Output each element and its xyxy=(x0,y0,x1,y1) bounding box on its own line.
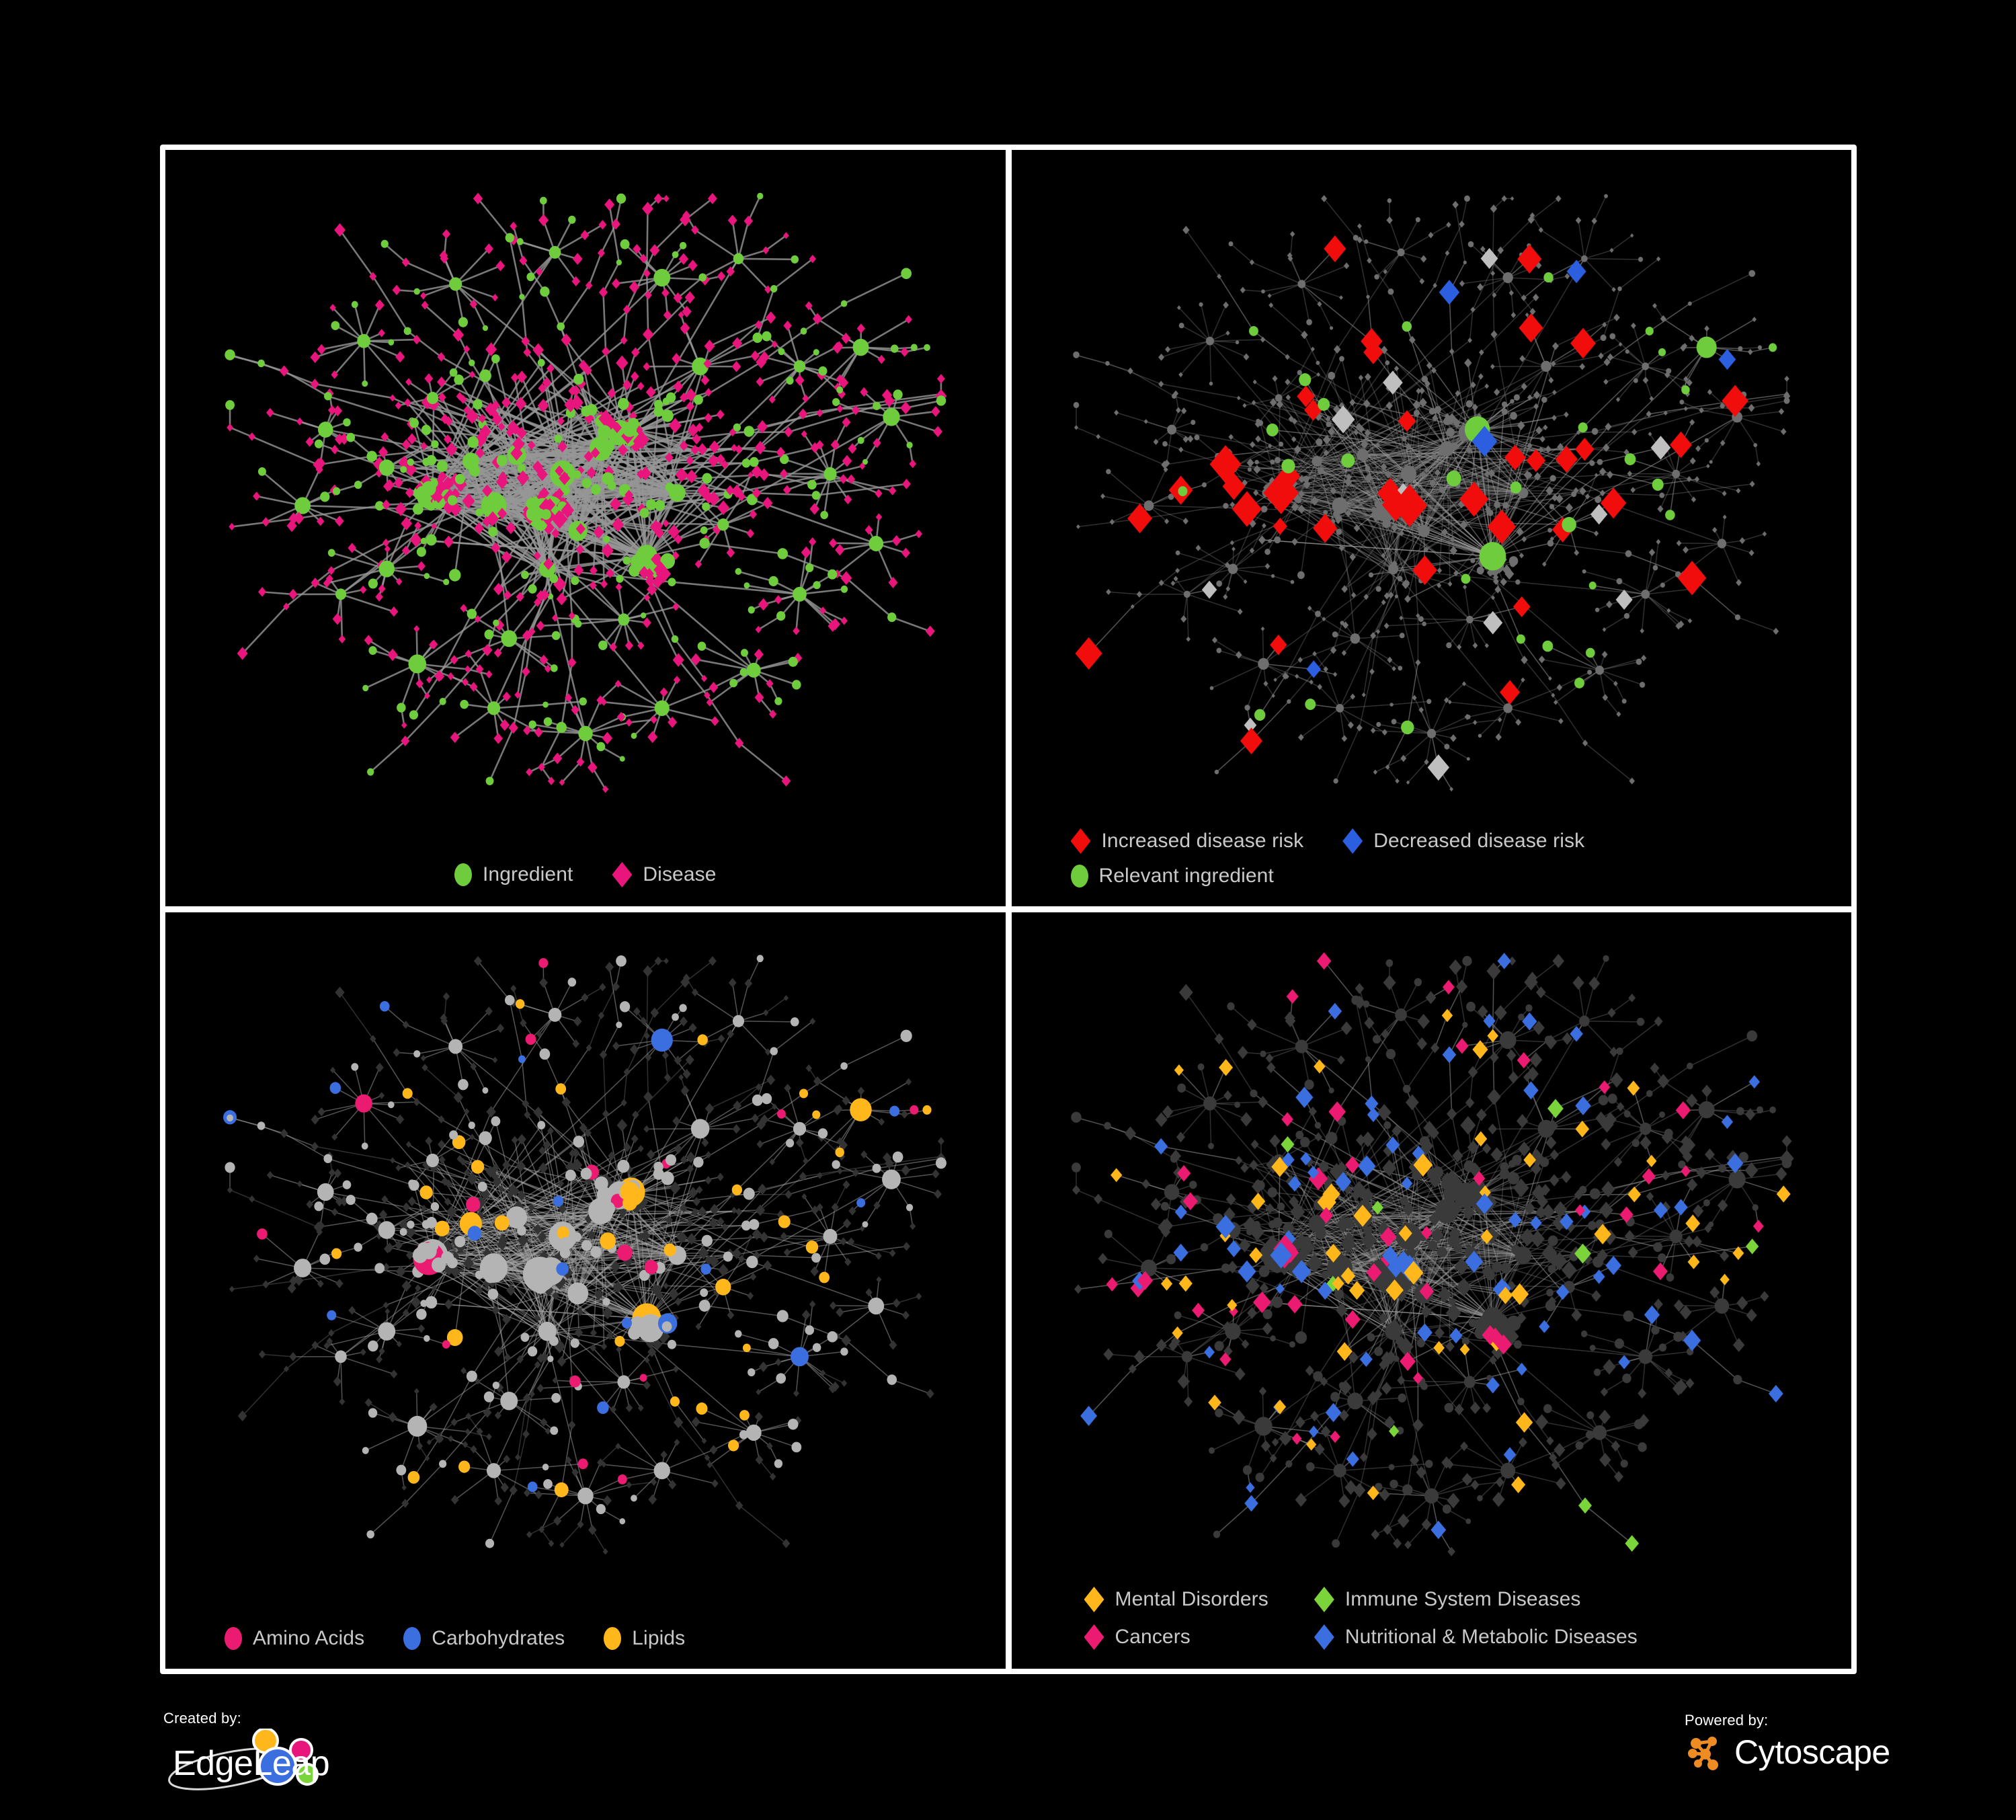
legend-decreased-disease-risk-label: Decreased disease risk xyxy=(1373,830,1585,852)
figure-panel-grid: Ingredient Disease Increased disease risk… xyxy=(160,145,1857,1674)
edgeleap-lockup[interactable]: EdgeLeap xyxy=(163,1729,330,1793)
legend-nutrient-class: Amino Acids Carbohydrates Lipids xyxy=(165,1627,1006,1650)
legend-relevant-ingredient-circle-icon xyxy=(1070,865,1088,887)
legend-immune-system-diseases-diamond-icon xyxy=(1314,1587,1334,1612)
legend-immune-system-diseases[interactable]: Immune System Diseases xyxy=(1314,1587,1638,1612)
legend-nutritional-metabolic-diseases[interactable]: Nutritional & Metabolic Diseases xyxy=(1314,1624,1638,1650)
legend-carbohydrates-label: Carbohydrates xyxy=(432,1627,565,1649)
legend-ingredient[interactable]: Ingredient xyxy=(454,862,573,887)
legend-disease-risk: Increased disease risk Decreased disease … xyxy=(1012,828,1852,887)
edgeleap-wordmark: EdgeLeap xyxy=(173,1744,330,1783)
legend-increased-disease-risk[interactable]: Increased disease risk xyxy=(1070,828,1304,854)
legend-ingredient-circle-icon xyxy=(454,863,472,886)
legend-relevant-ingredient-label: Relevant ingredient xyxy=(1098,865,1274,887)
legend-disease-diamond-icon xyxy=(612,862,633,887)
legend-increased-disease-risk-label: Increased disease risk xyxy=(1101,830,1304,852)
cytoscape-lockup[interactable]: Cytoscape xyxy=(1685,1731,1890,1774)
legend-amino-acids-label: Amino Acids xyxy=(253,1627,365,1649)
cytoscape-branding: Powered by: Cytoscape xyxy=(1685,1713,1890,1774)
network-canvas-disease-risk[interactable] xyxy=(1011,150,1851,906)
legend-ingredient-label: Ingredient xyxy=(482,863,573,885)
legend-nutritional-metabolic-diseases-diamond-icon xyxy=(1314,1624,1334,1650)
legend-lipids[interactable]: Lipids xyxy=(604,1627,685,1650)
legend-increased-disease-risk-diamond-icon xyxy=(1070,828,1091,854)
legend-immune-system-diseases-label: Immune System Diseases xyxy=(1344,1588,1581,1610)
legend-carbohydrates-circle-icon xyxy=(403,1627,421,1650)
legend-carbohydrates[interactable]: Carbohydrates xyxy=(403,1627,565,1650)
panel-disease-class[interactable]: Mental Disorders Immune System Diseases Ca… xyxy=(1011,912,1852,1669)
panel-ingredient-disease[interactable]: Ingredient Disease xyxy=(165,150,1006,906)
legend-lipids-circle-icon xyxy=(604,1627,622,1650)
powered-by-label: Powered by: xyxy=(1685,1712,1769,1729)
legend-decreased-disease-risk-diamond-icon xyxy=(1342,828,1363,854)
legend-amino-acids[interactable]: Amino Acids xyxy=(225,1627,364,1650)
edgeleap-branding: Created by: EdgeLeap xyxy=(163,1710,330,1793)
legend-disease-label: Disease xyxy=(643,863,717,885)
legend-nutritional-metabolic-diseases-label: Nutritional & Metabolic Diseases xyxy=(1344,1626,1638,1648)
edgeleap-logo-icon xyxy=(168,1729,319,1790)
legend-cancers-diamond-icon xyxy=(1084,1624,1104,1650)
legend-cancers-label: Cancers xyxy=(1115,1626,1191,1648)
legend-disease[interactable]: Disease xyxy=(612,862,716,887)
created-by-label: Created by: xyxy=(163,1710,241,1727)
legend-disease-class: Mental Disorders Immune System Diseases Ca… xyxy=(1012,1587,1852,1650)
panel-nutrient-class[interactable]: Amino Acids Carbohydrates Lipids xyxy=(165,912,1006,1669)
legend-relevant-ingredient[interactable]: Relevant ingredient xyxy=(1070,865,1274,887)
legend-mental-disorders[interactable]: Mental Disorders xyxy=(1084,1587,1268,1612)
cytoscape-wordmark: Cytoscape xyxy=(1734,1733,1890,1771)
legend-decreased-disease-risk[interactable]: Decreased disease risk xyxy=(1342,828,1584,854)
cytoscape-logo-icon xyxy=(1688,1737,1718,1770)
network-canvas-nutrient-class[interactable] xyxy=(165,912,1006,1669)
legend-ingredient-disease: Ingredient Disease xyxy=(165,862,1006,887)
legend-mental-disorders-label: Mental Disorders xyxy=(1115,1588,1268,1610)
legend-cancers[interactable]: Cancers xyxy=(1084,1624,1268,1650)
legend-mental-disorders-diamond-icon xyxy=(1084,1587,1104,1612)
network-canvas-ingredient-disease[interactable] xyxy=(165,150,1006,906)
panel-disease-risk[interactable]: Increased disease risk Decreased disease … xyxy=(1011,150,1852,906)
network-canvas-disease-class[interactable] xyxy=(1011,912,1851,1669)
legend-lipids-label: Lipids xyxy=(632,1627,686,1649)
legend-amino-acids-circle-icon xyxy=(225,1627,242,1650)
